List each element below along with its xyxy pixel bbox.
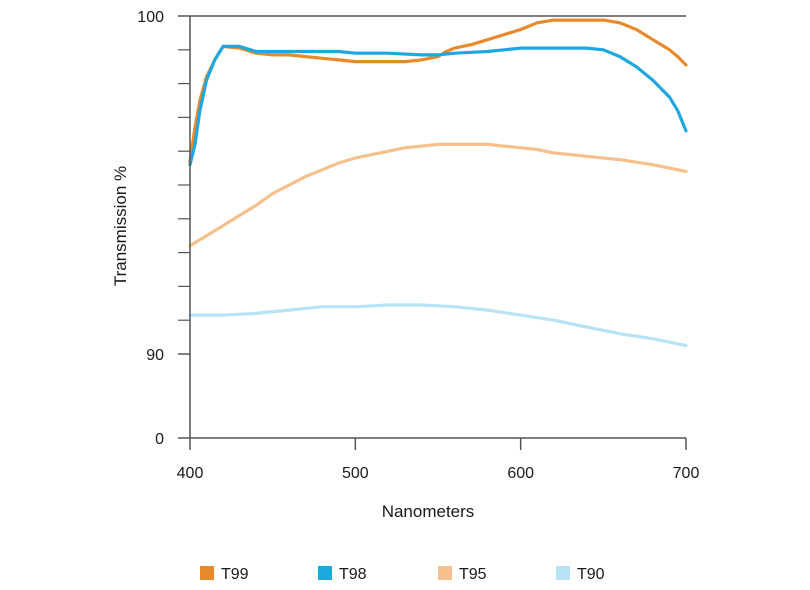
y-axis-title: Transmission % [111,166,130,286]
y-tick-label-90: 90 [146,347,164,364]
series-line-t95 [188,142,688,248]
series-line-t90 [188,303,688,348]
legend-item-t90: T90 [556,566,605,583]
ticks [178,15,687,450]
x-tick-label-700: 700 [673,465,700,482]
legend: T99 T98 T95 T90 [200,566,605,583]
legend-item-t99: T99 [200,566,249,583]
series-line-t99 [188,18,688,163]
legend-label-t98: T98 [339,566,367,583]
legend-swatch-t98 [318,566,332,580]
axes [189,15,686,439]
legend-swatch-t90 [556,566,570,580]
legend-swatch-t95 [438,566,452,580]
y-tick-label-100: 100 [137,9,164,26]
legend-item-t98: T98 [318,566,367,583]
x-axis-title: Nanometers [382,502,475,521]
legend-label-t90: T90 [577,566,605,583]
plot-lines [188,18,688,348]
legend-swatch-t99 [200,566,214,580]
legend-label-t95: T95 [459,566,487,583]
x-tick-label-500: 500 [342,465,369,482]
tick-labels: 100 90 0 400 500 600 700 [137,9,699,482]
x-tick-label-400: 400 [177,465,204,482]
legend-label-t99: T99 [221,566,249,583]
x-tick-label-600: 600 [507,465,534,482]
legend-item-t95: T95 [438,566,487,583]
y-tick-label-0: 0 [155,431,164,448]
series-line-t98 [188,44,688,167]
